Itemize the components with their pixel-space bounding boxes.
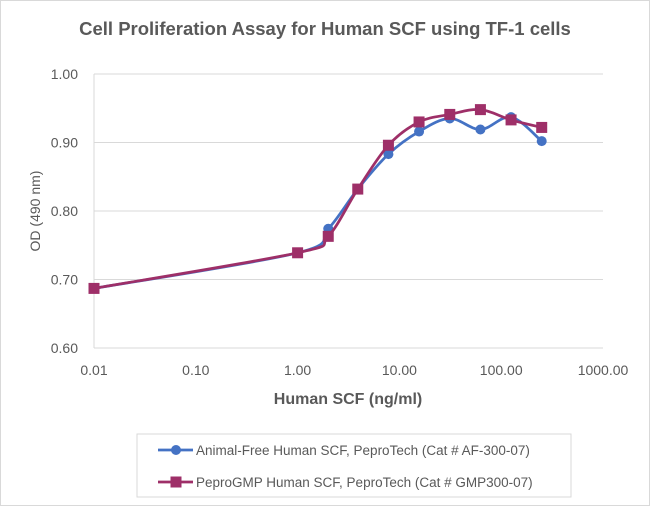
y-tick-label: 0.60 — [51, 340, 78, 356]
x-tick-label: 0.10 — [182, 362, 209, 378]
y-axis-label: OD (490 nm) — [27, 171, 43, 252]
y-tick-label: 1.00 — [51, 66, 78, 82]
y-tick-labels: 0.60 0.70 0.80 0.90 1.00 — [51, 66, 78, 356]
data-point — [474, 104, 486, 116]
x-tick-label: 1.00 — [284, 362, 311, 378]
data-point — [475, 124, 486, 135]
legend-label: Animal-Free Human SCF, PeproTech (Cat # … — [196, 443, 530, 458]
legend-item: Animal-Free Human SCF, PeproTech (Cat # … — [158, 443, 530, 458]
y-tick-label: 0.90 — [51, 135, 78, 151]
series-line — [93, 108, 543, 290]
data-point — [88, 282, 100, 294]
data-point — [536, 136, 547, 147]
legend-box — [136, 433, 572, 498]
legend: Animal-Free Human SCF, PeproTech (Cat # … — [136, 433, 572, 498]
data-point — [292, 247, 304, 259]
data-point — [413, 116, 425, 128]
data-point — [536, 121, 548, 133]
x-axis-label: Human SCF (ng/ml) — [274, 391, 422, 408]
data-point — [383, 149, 394, 160]
legend-item: PeproGMP Human SCF, PeproTech (Cat # GMP… — [158, 475, 533, 490]
series-1 — [89, 112, 547, 294]
legend-marker-icon — [171, 445, 181, 455]
x-tick-label: 0.01 — [80, 362, 107, 378]
series-group — [88, 104, 548, 294]
axes — [93, 74, 603, 349]
data-point — [505, 114, 517, 126]
data-point — [382, 139, 394, 151]
y-tick-label: 0.70 — [51, 272, 78, 288]
chart-title: Cell Proliferation Assay for Human SCF u… — [79, 18, 571, 39]
x-tick-labels: 0.01 0.10 1.00 10.00 100.00 1000.00 — [80, 362, 628, 378]
data-point — [414, 126, 425, 137]
data-point — [444, 108, 456, 120]
legend-label: PeproGMP Human SCF, PeproTech (Cat # GMP… — [196, 475, 533, 490]
x-tick-label: 10.00 — [382, 362, 417, 378]
data-point — [322, 230, 334, 242]
data-point — [352, 183, 364, 195]
gridlines — [94, 73, 603, 280]
y-tick-label: 0.80 — [51, 203, 78, 219]
legend-marker-icon — [170, 476, 182, 488]
x-tick-label: 1000.00 — [578, 362, 629, 378]
x-tick-label: 100.00 — [480, 362, 523, 378]
series-2 — [88, 104, 548, 294]
